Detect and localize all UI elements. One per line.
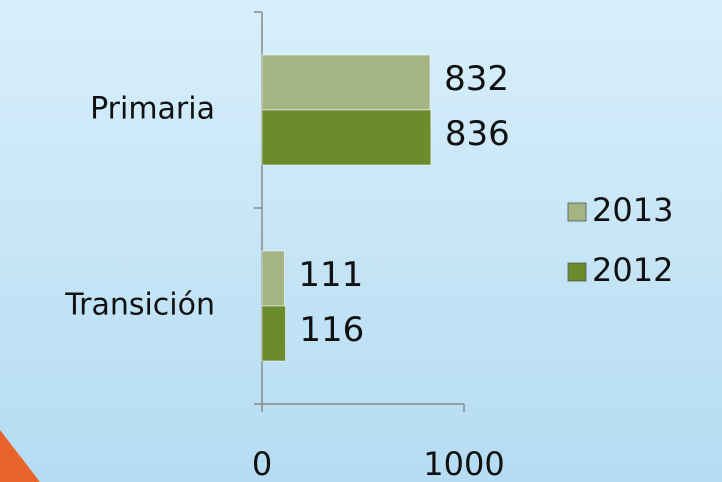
bar bbox=[261, 305, 286, 362]
decoration bbox=[0, 430, 40, 482]
y-tick-label: Primaria bbox=[90, 92, 215, 127]
data-label: 836 bbox=[445, 114, 510, 154]
legend-swatch bbox=[567, 202, 587, 222]
legend-label: 2013 bbox=[592, 191, 673, 229]
legend-label: 2012 bbox=[592, 251, 673, 289]
legend-swatch bbox=[567, 262, 587, 282]
bar bbox=[261, 54, 431, 111]
x-tick-label: 1000 bbox=[423, 445, 504, 482]
data-label: 111 bbox=[298, 255, 363, 295]
data-label: 116 bbox=[299, 310, 364, 350]
bar bbox=[261, 109, 432, 166]
bar bbox=[261, 250, 285, 307]
data-label: 832 bbox=[444, 59, 509, 99]
x-tick-label: 0 bbox=[252, 445, 272, 482]
y-tick-label: Transición bbox=[64, 288, 215, 323]
